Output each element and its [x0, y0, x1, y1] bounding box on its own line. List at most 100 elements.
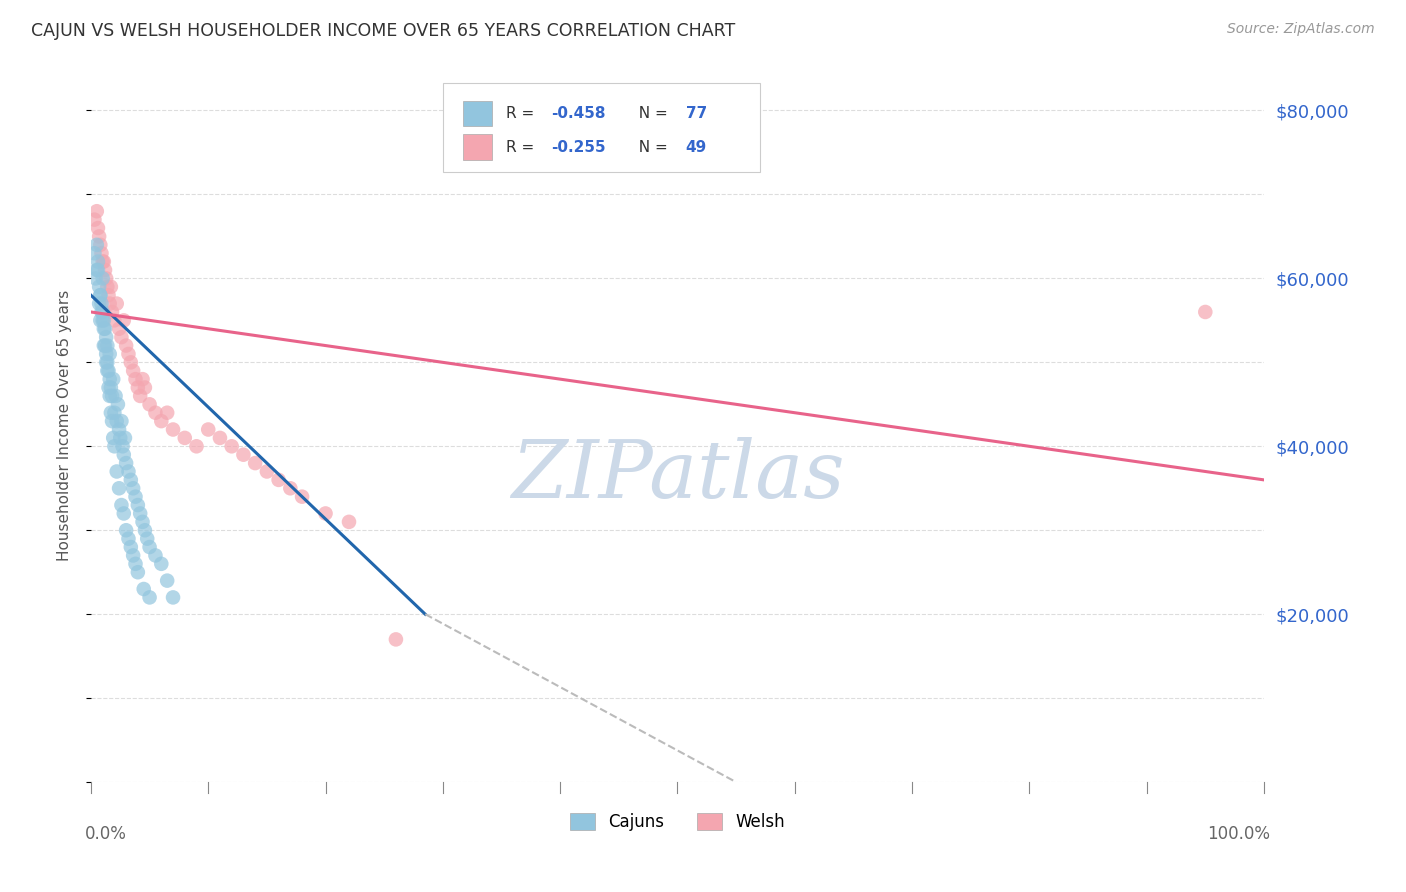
Point	[162, 591, 184, 605]
Point	[108, 423, 131, 437]
Point	[103, 439, 125, 453]
Point	[89, 229, 111, 244]
Point	[156, 406, 179, 420]
Point	[129, 507, 152, 521]
Point	[122, 481, 145, 495]
Point	[120, 473, 142, 487]
Point	[105, 296, 128, 310]
Point	[145, 549, 167, 563]
Point	[97, 380, 120, 394]
Point	[115, 456, 138, 470]
Point	[117, 465, 139, 479]
Point	[131, 515, 153, 529]
Point	[96, 330, 118, 344]
Point	[208, 431, 231, 445]
Point	[150, 414, 173, 428]
Point	[124, 557, 146, 571]
Point	[131, 372, 153, 386]
Point	[94, 338, 117, 352]
Text: 77: 77	[686, 106, 707, 121]
Point	[110, 498, 132, 512]
Point	[110, 330, 132, 344]
Point	[89, 296, 111, 310]
Point	[129, 389, 152, 403]
Point	[83, 212, 105, 227]
Point	[103, 313, 125, 327]
Point	[98, 372, 121, 386]
Point	[132, 582, 155, 596]
Text: Source: ZipAtlas.com: Source: ZipAtlas.com	[1227, 22, 1375, 37]
Point	[103, 406, 125, 420]
Point	[124, 490, 146, 504]
Point	[93, 313, 115, 327]
Point	[108, 322, 131, 336]
Point	[138, 540, 160, 554]
Point	[91, 313, 114, 327]
Text: -0.255: -0.255	[551, 139, 606, 154]
Point	[87, 254, 110, 268]
Point	[83, 246, 105, 260]
Point	[84, 271, 107, 285]
Point	[112, 313, 135, 327]
Text: 100.0%: 100.0%	[1206, 825, 1270, 843]
Point	[291, 490, 314, 504]
Point	[134, 380, 156, 394]
Point	[96, 355, 118, 369]
Point	[89, 280, 111, 294]
Y-axis label: Householder Income Over 65 years: Householder Income Over 65 years	[58, 290, 72, 561]
Point	[90, 305, 112, 319]
Text: 49: 49	[686, 139, 707, 154]
Point	[96, 271, 118, 285]
Point	[89, 288, 111, 302]
Point	[86, 204, 108, 219]
Point	[90, 296, 112, 310]
Point	[122, 364, 145, 378]
Point	[105, 465, 128, 479]
Point	[134, 523, 156, 537]
Point	[101, 389, 124, 403]
Point	[136, 532, 159, 546]
Point	[96, 280, 118, 294]
Point	[120, 355, 142, 369]
Text: R =: R =	[506, 139, 540, 154]
Point	[111, 439, 134, 453]
Point	[112, 448, 135, 462]
Point	[150, 557, 173, 571]
Point	[98, 347, 121, 361]
Point	[96, 364, 118, 378]
Point	[110, 414, 132, 428]
Point	[94, 322, 117, 336]
Point	[97, 288, 120, 302]
FancyBboxPatch shape	[463, 101, 492, 127]
Text: N =: N =	[630, 106, 673, 121]
Point	[87, 263, 110, 277]
Point	[197, 423, 219, 437]
Point	[100, 280, 122, 294]
Point	[138, 397, 160, 411]
Point	[221, 439, 243, 453]
Point	[91, 254, 114, 268]
Point	[1194, 305, 1216, 319]
Point	[103, 372, 125, 386]
Point	[232, 448, 254, 462]
Point	[107, 397, 129, 411]
Point	[98, 296, 121, 310]
Point	[93, 338, 115, 352]
Point	[87, 221, 110, 235]
Point	[156, 574, 179, 588]
Point	[138, 591, 160, 605]
FancyBboxPatch shape	[463, 134, 492, 160]
Point	[100, 406, 122, 420]
Point	[385, 632, 408, 647]
Point	[145, 406, 167, 420]
Point	[315, 507, 337, 521]
Point	[256, 465, 278, 479]
Point	[89, 288, 111, 302]
Point	[267, 473, 290, 487]
Point	[243, 456, 266, 470]
Point	[115, 338, 138, 352]
Point	[90, 246, 112, 260]
Point	[127, 380, 149, 394]
Point	[280, 481, 302, 495]
Text: CAJUN VS WELSH HOUSEHOLDER INCOME OVER 65 YEARS CORRELATION CHART: CAJUN VS WELSH HOUSEHOLDER INCOME OVER 6…	[31, 22, 735, 40]
